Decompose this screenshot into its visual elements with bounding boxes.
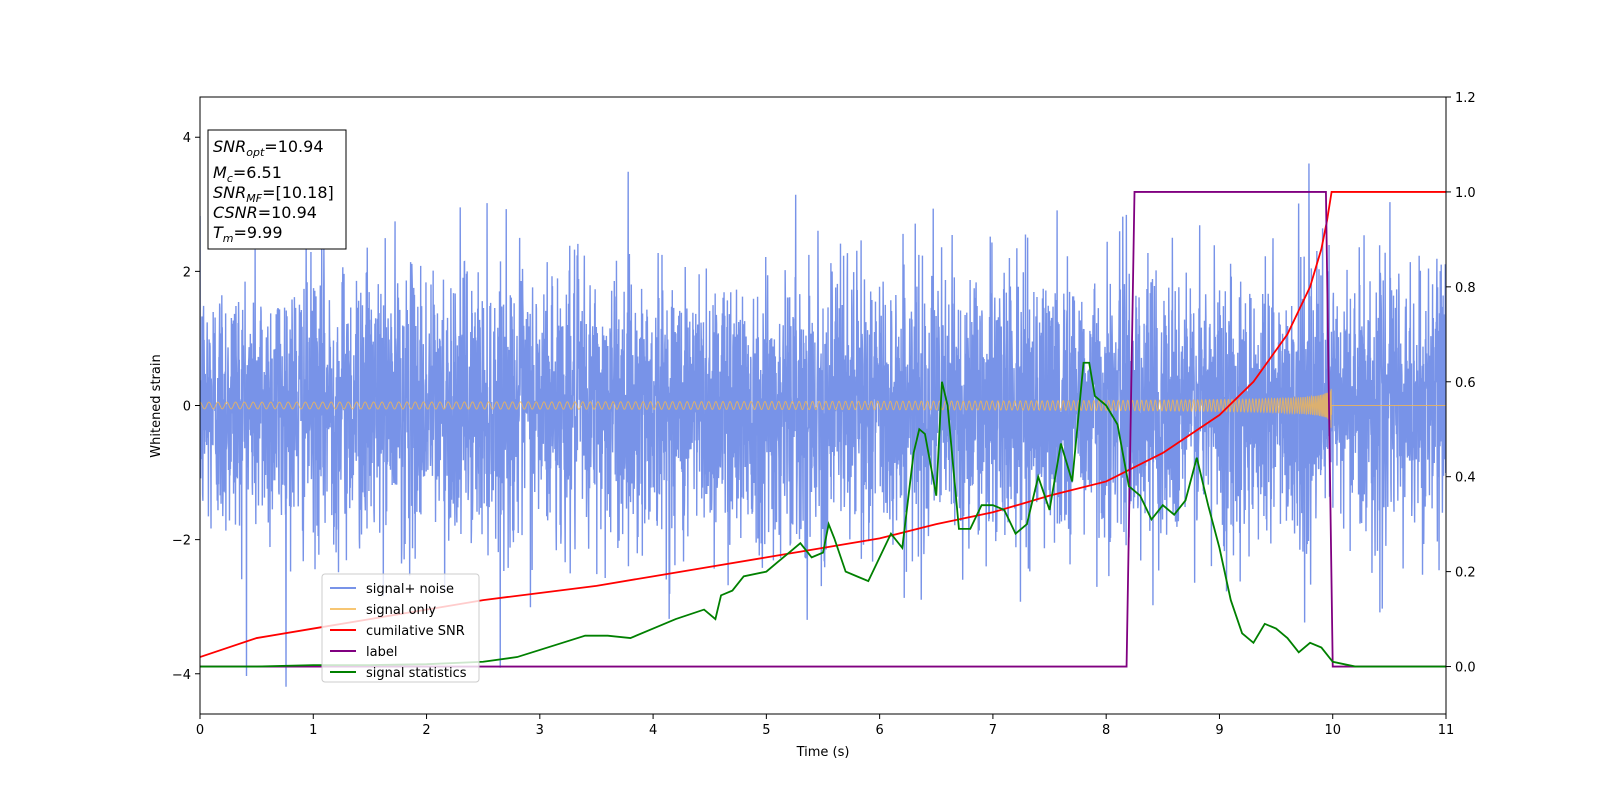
y2-tick-label: 0.6 [1455,376,1476,391]
series-signal-statistics [200,361,1446,668]
legend-cumulative-snr-text: cumilative SNR [366,624,465,639]
y-tick-label: 4 [183,131,191,146]
series-signal-noise [200,163,1446,687]
legend-signal-statistics-text: signal statistics [366,666,467,681]
y-axis-label: Whitened strain [149,354,164,457]
x-axis-label: Time (s) [796,745,850,760]
legend-frame [321,573,480,683]
y2-tick-label: 0.4 [1455,471,1476,486]
legend-label-text: label [366,645,397,660]
legend: signal+ noise signal only cumilative SNR la… [321,573,480,683]
x-tick-label: 10 [1324,723,1341,738]
y2-tick-label: 0.8 [1455,281,1476,296]
annotation-tm: Tm=9.99 [213,223,283,245]
y-tick-label: 2 [183,265,191,280]
x-tick-label: 3 [536,723,544,738]
y2-tick-label: 0.2 [1455,566,1476,581]
x-tick-label: 7 [989,723,997,738]
y-tick-label: −4 [172,668,191,683]
series-signal-only [200,388,1446,428]
legend-signal-only-text: signal only [366,603,436,618]
annotation-snr-mf: SNRMF=[10.18] [213,183,334,205]
annotation-snr-opt: SNRopt=10.94 [213,137,324,159]
x-tick-label: 0 [196,723,204,738]
x-tick-label: 6 [875,723,883,738]
x-tick-label: 2 [422,723,430,738]
y2-tick-label: 1.0 [1455,186,1476,201]
x-tick-label: 4 [649,723,657,738]
annotation-csnr: CSNR=10.94 [213,203,317,222]
annotation-box: SNRopt=10.94 Mc=6.51 SNRMF=[10.18] CSNR=… [207,129,347,250]
x-tick-label: 5 [762,723,770,738]
x-tick-label: 11 [1438,723,1455,738]
x-tick-label: 8 [1102,723,1110,738]
axes-layer: 0 1 2 3 4 5 6 7 8 9 10 11 −4 −2 0 2 4 0.0 0.2 0.4 0.6 0.8 1.0 1… [172,91,1476,738]
y2-tick-label: 0.0 [1455,661,1476,676]
annotation-frame [207,129,347,250]
x-tick-label: 1 [309,723,317,738]
y-tick-label: 0 [183,400,191,415]
y-tick-label: −2 [172,534,191,549]
y2-tick-label: 1.2 [1455,91,1476,106]
annotation-mc: Mc=6.51 [213,163,282,185]
x-tick-label: 9 [1215,723,1223,738]
legend-signal-noise-text: signal+ noise [366,582,454,597]
